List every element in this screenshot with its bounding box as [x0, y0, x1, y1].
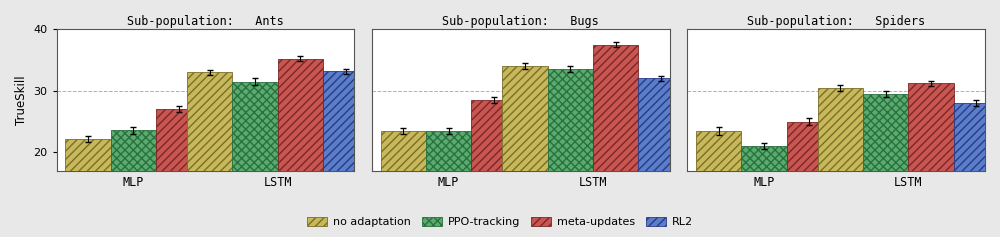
- Bar: [187, 72, 232, 171]
- Bar: [954, 103, 999, 171]
- Bar: [471, 100, 517, 171]
- Y-axis label: TrueSkill: TrueSkill: [15, 75, 28, 125]
- Bar: [111, 130, 156, 171]
- Bar: [818, 88, 863, 171]
- Bar: [593, 45, 638, 171]
- Bar: [278, 59, 323, 171]
- Title: Sub-population:   Bugs: Sub-population: Bugs: [442, 15, 599, 28]
- Bar: [381, 131, 426, 171]
- Bar: [502, 66, 548, 171]
- Title: Sub-population:   Ants: Sub-population: Ants: [127, 15, 284, 28]
- Bar: [156, 109, 201, 171]
- Bar: [696, 131, 741, 171]
- Bar: [863, 94, 908, 171]
- Bar: [426, 131, 471, 171]
- Bar: [638, 78, 684, 171]
- Bar: [908, 83, 954, 171]
- Bar: [787, 122, 832, 171]
- Bar: [232, 82, 278, 171]
- Bar: [741, 146, 787, 171]
- Bar: [65, 139, 111, 171]
- Bar: [323, 71, 368, 171]
- Legend: no adaptation, PPO-tracking, meta-updates, RL2: no adaptation, PPO-tracking, meta-update…: [303, 212, 697, 232]
- Bar: [548, 69, 593, 171]
- Title: Sub-population:   Spiders: Sub-population: Spiders: [747, 15, 925, 28]
